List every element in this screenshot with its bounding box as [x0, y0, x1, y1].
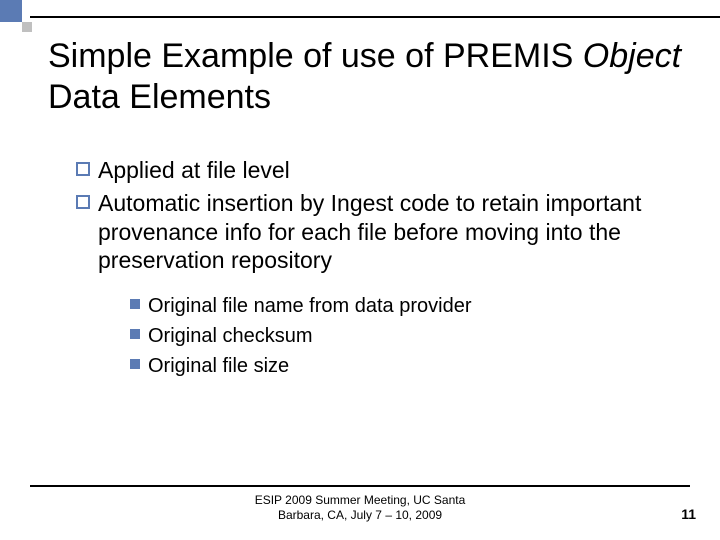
bullet-item: Applied at file level [76, 156, 680, 185]
sub-bullet-text: Original file name from data provider [148, 293, 471, 319]
bullet-marker-hollow [76, 195, 90, 209]
footer-text: ESIP 2009 Summer Meeting, UC Santa Barba… [0, 493, 720, 524]
footer-line2: Barbara, CA, July 7 – 10, 2009 [278, 508, 442, 522]
bullet-text: Automatic insertion by Ingest code to re… [98, 189, 680, 275]
top-rule [30, 16, 720, 18]
bullet-list: Applied at file level Automatic insertio… [76, 156, 680, 383]
sub-bullet-item: Original file size [130, 353, 680, 379]
page-number: 11 [681, 506, 696, 522]
sub-bullet-item: Original checksum [130, 323, 680, 349]
slide-footer: ESIP 2009 Summer Meeting, UC Santa Barba… [0, 485, 720, 524]
footer-line1: ESIP 2009 Summer Meeting, UC Santa [255, 493, 466, 507]
bullet-marker-solid [130, 329, 140, 339]
sub-bullet-text: Original file size [148, 353, 289, 379]
footer-rule [30, 485, 690, 487]
sub-bullet-item: Original file name from data provider [130, 293, 680, 319]
bullet-item: Automatic insertion by Ingest code to re… [76, 189, 680, 275]
sub-bullet-text: Original checksum [148, 323, 313, 349]
deco-square-large [0, 0, 22, 22]
deco-square-small [22, 22, 32, 32]
corner-decoration [0, 0, 40, 40]
title-post: Data Elements [48, 78, 271, 116]
bullet-marker-solid [130, 299, 140, 309]
slide-title: Simple Example of use of PREMIS Object D… [48, 36, 700, 118]
sub-bullet-list: Original file name from data provider Or… [130, 293, 680, 379]
title-italic: Object [583, 37, 681, 75]
bullet-text: Applied at file level [98, 156, 290, 185]
title-pre: Simple Example of use of PREMIS [48, 37, 583, 75]
bullet-marker-hollow [76, 162, 90, 176]
bullet-marker-solid [130, 359, 140, 369]
